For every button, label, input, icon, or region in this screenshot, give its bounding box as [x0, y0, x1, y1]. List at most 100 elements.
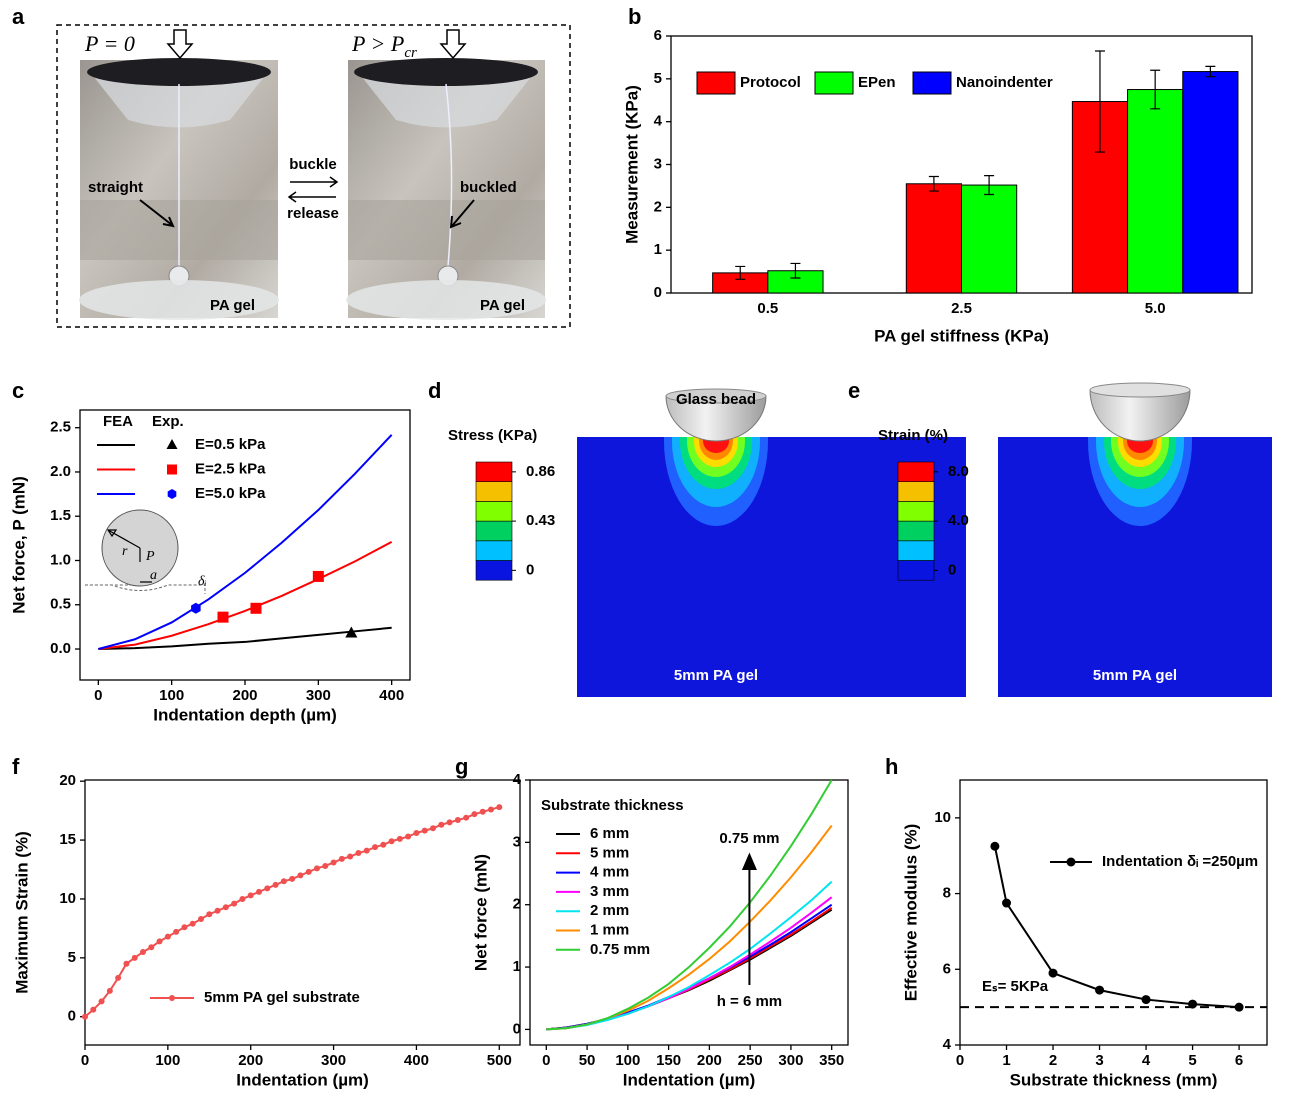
colorbar-band	[897, 461, 935, 483]
legend-label: EPen	[858, 74, 896, 91]
legend-label: E=5.0 kPa	[195, 485, 266, 502]
y-tick-label: 4	[513, 771, 522, 788]
data-point	[231, 900, 238, 907]
error-bar	[735, 265, 746, 280]
x-tick-label: 500	[487, 1052, 512, 1069]
x-tick-label: 0.5	[757, 300, 778, 317]
y-tick-label: 2	[654, 198, 662, 215]
data-point	[322, 862, 329, 869]
data-point	[413, 830, 420, 836]
x-tick-label: 2	[1049, 1052, 1057, 1069]
x-tick-label: 250	[738, 1052, 763, 1069]
inset-label: r	[122, 544, 128, 559]
data-point	[471, 811, 478, 818]
y-tick-label: 0	[654, 284, 662, 301]
y-tick-label: 3	[654, 155, 662, 172]
legend-label: 1 mm	[590, 921, 629, 938]
bead-label: Glass bead	[676, 391, 756, 408]
series-line	[98, 541, 393, 651]
panel-label: a	[12, 4, 25, 29]
annotation-label: 0.75 mm	[719, 830, 779, 847]
data-point	[181, 924, 188, 931]
data-point	[488, 806, 494, 813]
legend-header: Exp.	[152, 413, 184, 430]
colorbar-band	[475, 540, 513, 561]
data-point	[156, 938, 163, 945]
transition-label: buckle	[289, 156, 337, 173]
colorbar-band	[475, 560, 513, 581]
reference-label: Eₛ= 5KPa	[982, 978, 1049, 995]
data-point	[82, 1013, 88, 1020]
x-axis-title: Substrate thickness (mm)	[1010, 1070, 1218, 1089]
plot-frame	[959, 779, 1268, 1046]
legend-marker	[167, 464, 177, 475]
panel-label: c	[12, 378, 24, 403]
x-axis-title: Indentation (µm)	[623, 1070, 756, 1089]
y-tick-label: 1	[654, 241, 662, 258]
legend-marker	[167, 489, 177, 499]
data-point	[214, 907, 221, 914]
inset-surface	[85, 583, 206, 594]
data-point	[297, 872, 304, 879]
y-axis-title: Effective modulus (%)	[901, 824, 920, 1002]
y-tick-label: 6	[943, 960, 951, 977]
x-tick-label: 5	[1188, 1052, 1196, 1069]
panel-label: b	[628, 4, 641, 29]
data-point	[430, 825, 436, 832]
y-tick-label: 2.0	[50, 463, 71, 480]
x-tick-label: 150	[656, 1052, 681, 1069]
x-tick-label: 3	[1095, 1052, 1103, 1069]
data-point	[405, 833, 412, 840]
data-point	[388, 838, 395, 845]
panel-label: h	[885, 754, 898, 779]
data-point	[479, 808, 486, 815]
y-tick-label: 2.5	[50, 419, 71, 436]
data-point	[446, 819, 453, 826]
x-tick-label: 100	[615, 1052, 640, 1069]
data-point	[380, 841, 387, 848]
data-point	[338, 855, 345, 862]
legend-label: Protocol	[740, 74, 801, 91]
data-point	[115, 974, 122, 981]
bar	[905, 183, 962, 294]
plot-frame	[84, 779, 521, 1046]
legend-label: E=2.5 kPa	[195, 460, 266, 477]
colorbar-band	[897, 481, 935, 502]
state-arrow	[139, 199, 175, 228]
legend-marker	[166, 439, 178, 449]
bar	[961, 184, 1018, 294]
y-tick-label: 1	[513, 958, 521, 975]
simulation-e	[998, 382, 1272, 697]
legend-label: 6 mm	[590, 825, 629, 842]
legend-label: 3 mm	[590, 883, 629, 900]
x-tick-label: 300	[321, 1052, 346, 1069]
data-point	[148, 944, 155, 951]
load-label-sub: cr	[404, 45, 417, 61]
colorbar-band	[897, 520, 935, 542]
legend-swatch	[696, 71, 736, 95]
load-arrow	[166, 29, 194, 60]
error-bar	[984, 175, 995, 196]
y-axis-title: Net force, P (mN)	[9, 476, 28, 614]
data-point	[347, 853, 354, 860]
legend-header: FEA	[103, 413, 133, 430]
data-point	[463, 814, 470, 821]
data-point	[396, 835, 403, 842]
data-point	[289, 875, 296, 882]
experiment-point	[217, 611, 229, 623]
panel-label: d	[428, 378, 441, 403]
y-axis-title: Net force (mN)	[471, 854, 490, 971]
y-tick-label: 0	[513, 1020, 521, 1037]
panel-label: g	[455, 754, 468, 779]
plot-frame	[529, 779, 849, 1046]
colorbar-title: Strain (%)	[878, 427, 948, 444]
colorbar-band	[897, 560, 935, 581]
data-point	[1095, 985, 1105, 995]
y-tick-label: 10	[59, 890, 76, 907]
x-tick-label: 0	[956, 1052, 964, 1069]
error-bar	[928, 175, 939, 192]
colorbar-band	[475, 520, 513, 542]
legend-marker	[169, 995, 175, 1001]
sample-label: PA gel	[480, 297, 525, 314]
